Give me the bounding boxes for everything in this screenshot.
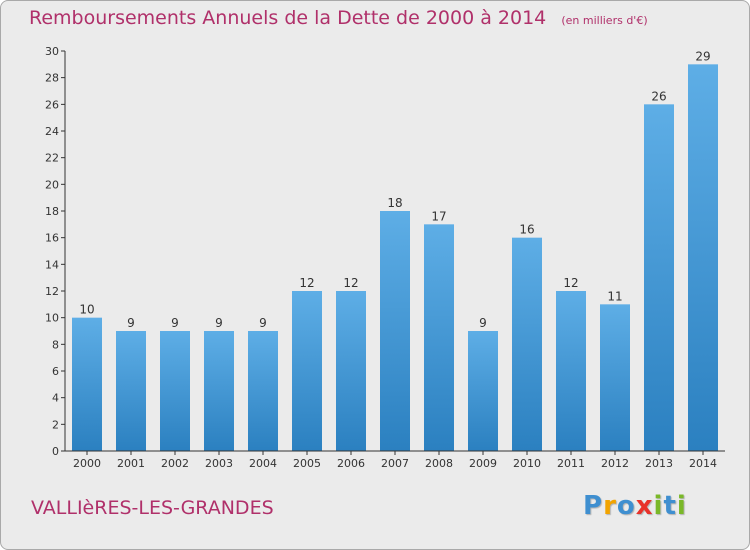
x-tick-label: 2011 — [557, 457, 585, 470]
logo-letter: o — [616, 491, 636, 521]
bar-value-label: 12 — [563, 276, 578, 290]
x-tick-label: 2004 — [249, 457, 277, 470]
y-tick-label: 6 — [52, 365, 59, 378]
x-tick-label: 2000 — [73, 457, 101, 470]
bar-value-label: 9 — [171, 316, 179, 330]
x-tick-label: 2005 — [293, 457, 321, 470]
x-tick-label: 2007 — [381, 457, 409, 470]
x-tick-label: 2002 — [161, 457, 189, 470]
title-row: Remboursements Annuels de la Dette de 20… — [29, 7, 648, 29]
x-tick-label: 2010 — [513, 457, 541, 470]
bar-2014 — [688, 64, 718, 452]
bar-value-label: 10 — [79, 303, 94, 317]
y-tick-label: 8 — [52, 338, 59, 351]
logo-letter: i — [676, 491, 687, 521]
x-tick-label: 2009 — [469, 457, 497, 470]
commune-name: VALLIèRES-LES-GRANDES — [31, 497, 274, 519]
bar-value-label: 9 — [259, 316, 267, 330]
bar-2001 — [116, 331, 146, 451]
bar-2004 — [248, 331, 278, 451]
bar-value-label: 18 — [387, 196, 402, 210]
bar-2011 — [556, 291, 586, 451]
y-tick-label: 2 — [52, 418, 59, 431]
bar-2003 — [204, 331, 234, 451]
bar-2006 — [336, 291, 366, 451]
y-tick-label: 12 — [45, 285, 59, 298]
x-axis: 2000 2001 2002 2003 2004 2005 2006 2007 2008 2009… — [65, 450, 725, 470]
x-tick-label: 2013 — [645, 457, 673, 470]
y-tick-label: 16 — [45, 232, 59, 245]
y-tick-label: 10 — [45, 312, 59, 325]
logo-letter: t — [663, 491, 677, 521]
bar-2008 — [424, 224, 454, 451]
bar-value-label: 9 — [127, 316, 135, 330]
x-tick-label: 2012 — [601, 457, 629, 470]
bar-2013 — [644, 104, 674, 451]
x-tick-label: 2001 — [117, 457, 145, 470]
bar-2012 — [600, 304, 630, 451]
bars: 10 9 9 9 9 12 12 18 17 9 16 12 11 26 29 — [72, 49, 718, 452]
y-tick-label: 30 — [45, 45, 59, 58]
x-tick-label: 2006 — [337, 457, 365, 470]
y-tick-label: 24 — [45, 125, 59, 138]
bar-2007 — [380, 211, 410, 451]
chart-unit-note: (en milliers d'€) — [561, 14, 648, 27]
y-tick-label: 0 — [52, 445, 59, 458]
y-tick-label: 18 — [45, 205, 59, 218]
bar-value-label: 12 — [299, 276, 314, 290]
x-tick-label: 2008 — [425, 457, 453, 470]
y-tick-label: 20 — [45, 178, 59, 191]
bar-value-label: 26 — [651, 89, 666, 103]
logo-letter: P — [583, 491, 604, 521]
y-tick-label: 22 — [45, 152, 59, 165]
bar-2009 — [468, 331, 498, 451]
bar-value-label: 9 — [215, 316, 223, 330]
bar-2000 — [72, 317, 102, 451]
bar-2002 — [160, 331, 190, 451]
x-tick-label: 2003 — [205, 457, 233, 470]
logo-letter: r — [603, 491, 617, 521]
logo-letter: x — [635, 491, 654, 521]
x-tick-label: 2014 — [689, 457, 717, 470]
bar-value-label: 17 — [431, 209, 446, 223]
y-tick-label: 14 — [45, 258, 59, 271]
y-tick-label: 26 — [45, 98, 59, 111]
bar-value-label: 9 — [479, 316, 487, 330]
logo-letter: i — [653, 491, 664, 521]
bar-2010 — [512, 237, 542, 451]
bar-value-label: 16 — [519, 223, 534, 237]
y-tick-label: 28 — [45, 72, 59, 85]
proxiti-logo: Proxiti — [583, 491, 687, 521]
bar-value-label: 12 — [343, 276, 358, 290]
chart-title: Remboursements Annuels de la Dette de 20… — [29, 7, 547, 29]
bar-value-label: 29 — [695, 49, 710, 63]
bar-value-label: 11 — [607, 289, 622, 303]
y-tick-label: 4 — [52, 392, 59, 405]
bar-2005 — [292, 291, 322, 451]
